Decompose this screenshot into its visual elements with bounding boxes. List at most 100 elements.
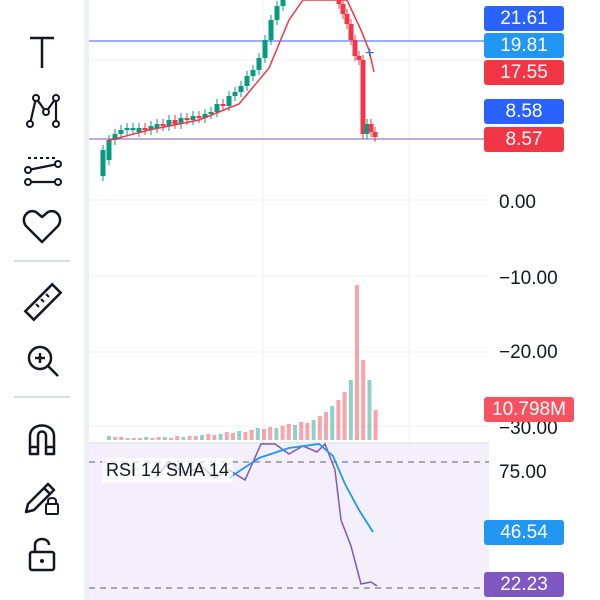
candle — [280, 0, 286, 6]
price-tag-ma: 17.55 — [484, 60, 564, 85]
candle — [190, 116, 196, 120]
price-axis-tick: −10.00 — [499, 268, 558, 289]
ruler-tool[interactable] — [14, 278, 70, 326]
price-tag-line: 19.81 — [484, 33, 564, 58]
volume-bar — [206, 434, 211, 440]
volume-bar — [231, 433, 235, 440]
rsi-ma-tag: 46.54 — [484, 520, 564, 545]
candle — [238, 86, 244, 92]
candle — [184, 118, 190, 120]
candle — [268, 20, 274, 40]
volume-bar — [162, 437, 167, 440]
candle — [172, 120, 178, 124]
candle — [118, 130, 124, 134]
price-axis-tick: −20.00 — [499, 342, 558, 363]
candle — [196, 116, 202, 118]
volume-bar — [138, 438, 142, 440]
candle — [336, 0, 342, 4]
volume-bar — [125, 438, 130, 440]
rsi-upper-band-label: 75.00 — [499, 462, 547, 483]
chart-area[interactable]: + 0.00 −10.00 −20.00 −30.00 21.61 19.81 … — [89, 0, 600, 600]
candle — [160, 124, 166, 126]
candle — [340, 4, 346, 14]
text-icon — [30, 36, 54, 68]
volume-bar — [113, 437, 118, 440]
volume-bar — [237, 431, 242, 440]
price-axis-tick: 0.00 — [499, 192, 536, 213]
candle — [136, 128, 142, 132]
candle — [364, 124, 370, 134]
heart-tool[interactable] — [14, 202, 70, 250]
volume-bar — [218, 434, 223, 440]
candle — [178, 118, 184, 124]
volume-bar — [373, 410, 378, 440]
volume-bar — [361, 360, 366, 440]
candle — [360, 60, 366, 134]
candle — [154, 124, 160, 128]
magnet-icon — [28, 424, 56, 456]
text-tool[interactable] — [14, 28, 70, 76]
brush-icon — [20, 0, 64, 26]
candle — [214, 104, 220, 112]
candle — [250, 70, 256, 76]
candle — [124, 128, 130, 130]
toolbar-divider — [14, 396, 70, 398]
zoom-in-icon — [27, 345, 59, 377]
lock-drawing-tool[interactable] — [14, 472, 70, 520]
candle — [262, 40, 268, 58]
volume-bar — [212, 435, 217, 440]
candle — [368, 124, 374, 132]
volume-bar — [169, 438, 173, 440]
volume-bar — [330, 406, 335, 440]
toolbar-separator — [84, 0, 89, 600]
candle — [352, 40, 358, 56]
volume-bar — [187, 436, 192, 440]
candle — [130, 128, 136, 130]
volume-bar — [342, 392, 347, 440]
pattern-tool[interactable] — [14, 86, 70, 134]
volume-bar — [317, 416, 322, 440]
zoom-in-tool[interactable] — [14, 336, 70, 384]
price-tag-last: 8.57 — [484, 127, 564, 152]
candle — [232, 92, 238, 96]
volume-bar — [119, 437, 124, 440]
volume-bar — [286, 424, 291, 440]
moving-average-line — [106, 0, 375, 142]
candle — [348, 24, 354, 40]
volume-bar — [262, 429, 266, 440]
candle — [226, 96, 232, 106]
volume-bar — [107, 436, 111, 440]
ruler-icon — [23, 282, 63, 322]
unlock-tool[interactable] — [14, 530, 70, 578]
chart-canvas[interactable]: + — [89, 0, 600, 600]
candle — [372, 132, 378, 137]
brush-tool[interactable] — [14, 0, 70, 28]
volume-bar — [249, 430, 254, 440]
candle — [202, 114, 208, 118]
volume-bar — [268, 427, 273, 440]
volume-tag: 10.798M — [484, 397, 574, 422]
candle — [142, 128, 148, 130]
volume-bar — [293, 425, 297, 440]
volume-bar — [224, 432, 229, 440]
volume-bar — [255, 428, 260, 440]
toolbar-divider — [14, 260, 70, 262]
volume-bar — [336, 400, 341, 440]
candle — [356, 56, 362, 60]
drawing-toolbar — [0, 0, 84, 600]
price-axis-tick: −30.00 — [499, 418, 558, 439]
rsi-legend[interactable]: RSI 14 SMA 14 — [102, 458, 234, 483]
candle — [112, 134, 118, 140]
lock-drawing-icon — [24, 482, 59, 515]
volume-bar — [156, 437, 161, 440]
candle — [274, 6, 280, 20]
volume-bar — [150, 438, 155, 440]
crosshair-marker: + — [365, 45, 374, 62]
volume-bar — [200, 435, 204, 440]
magnet-tool[interactable] — [14, 414, 70, 462]
candle — [166, 120, 172, 126]
forecast-tool[interactable] — [14, 146, 70, 194]
rsi-sma-line — [228, 443, 374, 533]
volume-bar — [348, 380, 353, 440]
price-tag-high: 21.61 — [484, 6, 564, 31]
